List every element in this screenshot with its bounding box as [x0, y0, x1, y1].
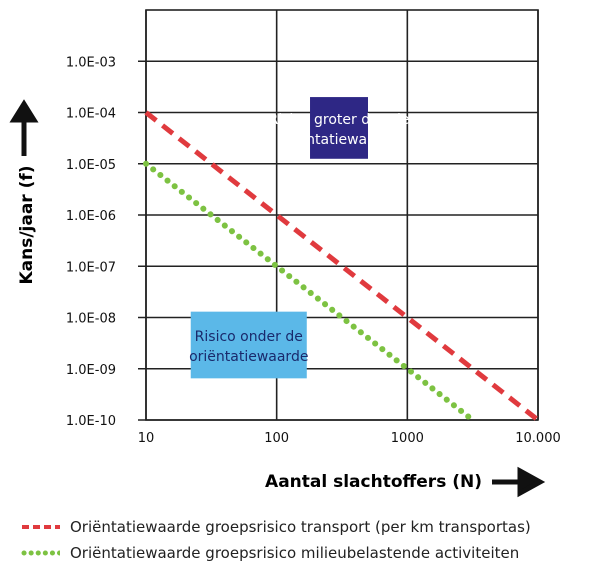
x-tick-label: 10.000 — [515, 431, 561, 446]
x-axis-label: Aantal slachtoffers (N) — [265, 472, 482, 492]
y-axis-label: Kans/jaar (f) — [17, 165, 37, 284]
annotation-box — [310, 97, 368, 159]
y-tick-label: 1.0E-07 — [66, 260, 116, 275]
dashed-line-icon — [22, 525, 60, 529]
y-tick-label: 1.0E-03 — [66, 55, 116, 70]
series-line-1 — [143, 160, 476, 423]
dotted-line-icon — [21, 550, 60, 556]
annotation-box — [190, 311, 307, 379]
grid — [138, 9, 539, 421]
x-tick-label: 100 — [264, 431, 289, 446]
x-tick-label: 1000 — [391, 431, 424, 446]
x-axis-arrow-icon — [492, 466, 546, 498]
series-lines — [143, 110, 540, 423]
risk-chart: Risico groter dan de oriëntatiewaarde Risi… — [9, 9, 561, 498]
y-tick-label: 1.0E-05 — [66, 158, 116, 173]
y-axis-arrow-icon — [9, 99, 39, 156]
y-tick-label: 1.0E-09 — [66, 363, 116, 378]
legend-label-transport: Oriëntatiewaarde groepsrisico transport … — [70, 518, 531, 536]
axis-titles: Kans/jaar (f) Aantal slachtoffers (N) — [9, 99, 546, 498]
annotation-text: oriëntatiewaarde — [189, 349, 308, 365]
legend-item-transport: Oriëntatiewaarde groepsrisico transport … — [20, 518, 531, 536]
x-tick-label: 10 — [138, 431, 155, 446]
y-tick-label: 1.0E-04 — [66, 107, 116, 122]
y-tick-label: 1.0E-08 — [66, 312, 116, 327]
legend-label-milieu: Oriëntatiewaarde groepsrisico milieubela… — [70, 544, 520, 562]
legend-item-milieu: Oriëntatiewaarde groepsrisico milieubela… — [20, 544, 519, 562]
annotation-text: Risico groter dan de — [269, 112, 410, 128]
y-tick-label: 1.0E-06 — [66, 209, 116, 224]
annotation-text: Risico onder de — [195, 329, 303, 345]
tick-labels: 1.0E-10 1.0E-09 1.0E-08 1.0E-07 1.0E-06 1.0E-… — [66, 55, 561, 446]
annotations: Risico groter dan de oriëntatiewaarde Risi… — [189, 97, 410, 379]
y-tick-label: 1.0E-10 — [66, 414, 116, 429]
annotation-text: oriëntatiewaarde — [279, 132, 398, 148]
